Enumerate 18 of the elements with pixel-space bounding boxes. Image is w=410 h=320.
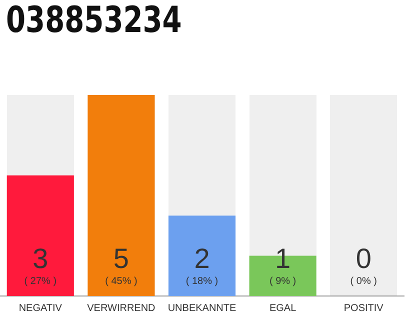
annotation: ( 0% ) bbox=[350, 276, 377, 287]
data-label: 2 bbox=[194, 243, 210, 274]
data-label: 3 bbox=[32, 243, 48, 274]
chart-title: 038853234 bbox=[6, 0, 182, 41]
x-tick-label: EGAL bbox=[269, 302, 297, 314]
x-tick-label: NEGATIV bbox=[18, 302, 62, 314]
x-tick-label: VERWIRREND bbox=[87, 302, 156, 314]
annotation: ( 18% ) bbox=[186, 276, 218, 287]
x-tick-label: POSITIV bbox=[344, 302, 384, 314]
annotation: ( 45% ) bbox=[105, 276, 138, 287]
data-label: 5 bbox=[113, 243, 129, 274]
annotation: ( 9% ) bbox=[269, 276, 296, 287]
data-label: 0 bbox=[356, 243, 372, 274]
bar bbox=[88, 95, 155, 296]
x-tick-label: UNBEKANNTE bbox=[168, 302, 236, 314]
bar bbox=[6, 175, 74, 296]
bar bbox=[168, 216, 236, 296]
annotation: ( 27% ) bbox=[24, 276, 57, 287]
